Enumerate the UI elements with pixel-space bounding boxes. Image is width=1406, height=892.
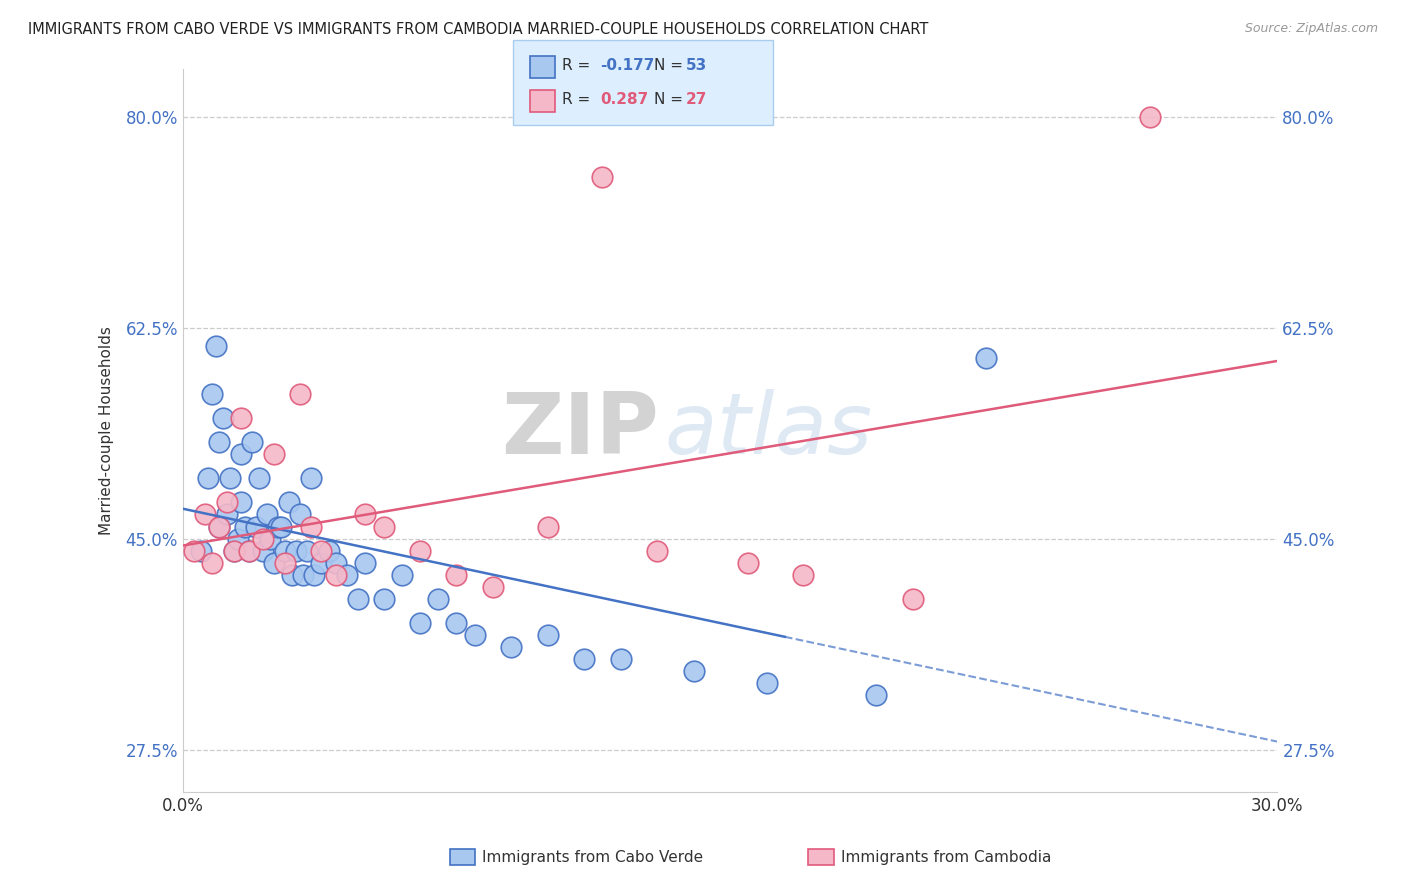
Point [464, 628, 486, 642]
Point [270, 519, 292, 533]
Point [219, 471, 242, 485]
Point [288, 387, 311, 401]
Point [591, 169, 613, 184]
Point [609, 652, 631, 666]
Text: 0.287: 0.287 [600, 92, 648, 106]
Point [194, 508, 217, 522]
Text: 27: 27 [686, 92, 707, 106]
Point [263, 556, 285, 570]
Point [284, 543, 307, 558]
Point [215, 508, 238, 522]
Point [427, 591, 450, 606]
Point [299, 519, 322, 533]
Point [281, 567, 304, 582]
Point [183, 543, 205, 558]
Text: Immigrants from Cambodia: Immigrants from Cambodia [841, 850, 1052, 864]
Text: N =: N = [654, 92, 688, 106]
Point [288, 508, 311, 522]
Point [240, 435, 263, 450]
Point [252, 532, 274, 546]
Point [292, 567, 315, 582]
Point [197, 471, 219, 485]
Point [446, 567, 468, 582]
Point [792, 567, 814, 582]
Point [201, 556, 224, 570]
Point [204, 339, 226, 353]
Point [190, 543, 212, 558]
Point [212, 411, 235, 425]
Point [252, 543, 274, 558]
Point [501, 640, 523, 654]
Text: Source: ZipAtlas.com: Source: ZipAtlas.com [1244, 22, 1378, 36]
Point [645, 543, 668, 558]
Point [299, 471, 322, 485]
Point [238, 543, 260, 558]
Point [201, 387, 224, 401]
Point [274, 556, 297, 570]
Point [865, 688, 887, 702]
Point [537, 519, 560, 533]
Point [373, 519, 395, 533]
Point [974, 351, 997, 365]
Point [409, 615, 432, 630]
Point [208, 519, 231, 533]
Point [391, 567, 413, 582]
Point [373, 591, 395, 606]
Point [336, 567, 359, 582]
Text: R =: R = [562, 58, 596, 72]
Point [311, 543, 333, 558]
Text: ZIP: ZIP [501, 389, 659, 472]
Point [231, 495, 253, 509]
Point [274, 543, 297, 558]
Point [737, 556, 759, 570]
Point [238, 543, 260, 558]
Point [318, 543, 340, 558]
Y-axis label: Married-couple Households: Married-couple Households [100, 326, 114, 534]
Point [259, 532, 281, 546]
Point [222, 543, 245, 558]
Point [226, 532, 249, 546]
Point [482, 580, 505, 594]
Point [311, 556, 333, 570]
Point [682, 664, 704, 678]
Point [325, 556, 347, 570]
Point [347, 591, 370, 606]
Point [572, 652, 595, 666]
Point [215, 495, 238, 509]
Point [263, 447, 285, 461]
Point [208, 435, 231, 450]
Point [231, 447, 253, 461]
Point [231, 411, 253, 425]
Point [354, 556, 377, 570]
Point [1139, 110, 1161, 124]
Text: Immigrants from Cabo Verde: Immigrants from Cabo Verde [482, 850, 703, 864]
Point [208, 519, 231, 533]
Text: R =: R = [562, 92, 600, 106]
Point [277, 495, 299, 509]
Point [901, 591, 924, 606]
Point [325, 567, 347, 582]
Point [537, 628, 560, 642]
Point [302, 567, 325, 582]
Point [267, 519, 290, 533]
Text: atlas: atlas [665, 389, 873, 472]
Point [755, 676, 778, 690]
Text: -0.177: -0.177 [600, 58, 655, 72]
Point [222, 543, 245, 558]
Point [233, 519, 256, 533]
Point [409, 543, 432, 558]
Text: IMMIGRANTS FROM CABO VERDE VS IMMIGRANTS FROM CAMBODIA MARRIED-COUPLE HOUSEHOLDS: IMMIGRANTS FROM CABO VERDE VS IMMIGRANTS… [28, 22, 928, 37]
Point [245, 519, 267, 533]
Point [354, 508, 377, 522]
Point [295, 543, 318, 558]
Point [256, 508, 278, 522]
Text: N =: N = [654, 58, 688, 72]
Point [249, 471, 271, 485]
Point [446, 615, 468, 630]
Text: 53: 53 [686, 58, 707, 72]
